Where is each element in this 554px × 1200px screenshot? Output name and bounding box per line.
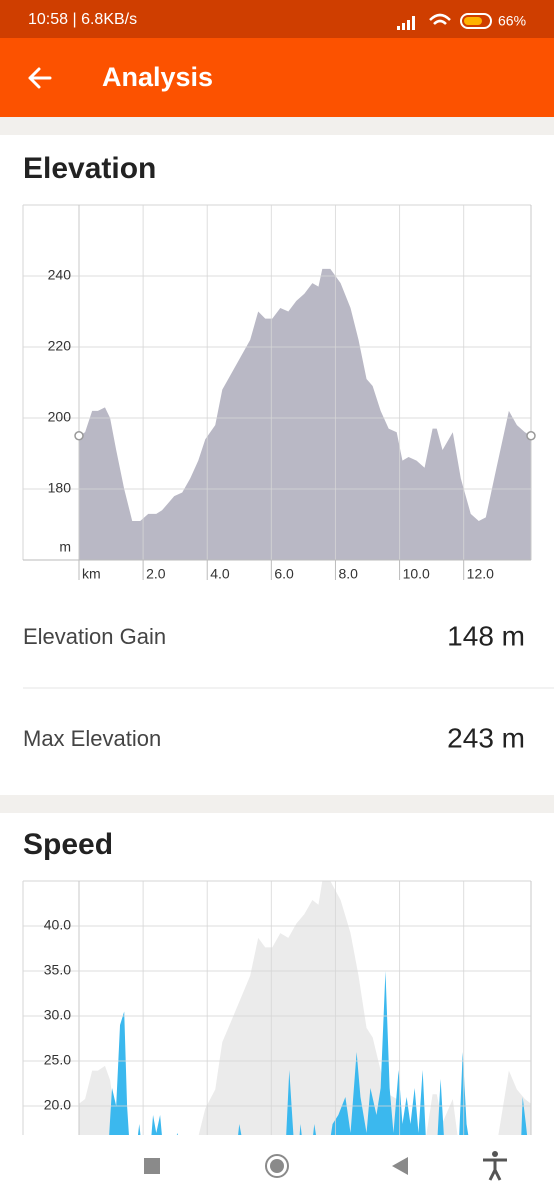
- status-time: 10:58 | 6.8KB/s: [28, 11, 137, 28]
- stat-label: Elevation Gain: [23, 624, 166, 649]
- stat-label: Max Elevation: [23, 726, 161, 751]
- back-button[interactable]: [28, 67, 52, 89]
- x-unit-label: km: [82, 566, 101, 582]
- stat-value: 148 m: [447, 620, 525, 651]
- signal-icon: [397, 16, 415, 30]
- y-tick-label: 35.0: [44, 962, 71, 978]
- x-tick-label: 8.0: [338, 566, 358, 582]
- elevation-background: [79, 881, 531, 1200]
- area: [79, 971, 531, 1151]
- x-tick-label: 10.0: [403, 566, 430, 582]
- range-handle[interactable]: [74, 431, 84, 441]
- y-tick-label: 220: [48, 338, 72, 354]
- x-tick-label: 12.0: [467, 566, 494, 582]
- x-tick-label: 2.0: [146, 566, 166, 582]
- home-dot: [270, 1159, 284, 1173]
- recents-button[interactable]: [144, 1158, 160, 1174]
- y-tick-label: 240: [48, 267, 72, 283]
- accessibility-button[interactable]: [483, 1151, 507, 1181]
- x-tick-label: 6.0: [274, 566, 294, 582]
- y-tick-label: 25.0: [44, 1052, 71, 1068]
- back-nav-button[interactable]: [392, 1157, 408, 1175]
- section-title: Elevation: [23, 152, 156, 185]
- range-handle[interactable]: [526, 431, 536, 441]
- app-bar-title: Analysis: [102, 62, 213, 92]
- area: [79, 268, 531, 560]
- home-button[interactable]: [265, 1154, 289, 1178]
- battery-text: 66%: [498, 13, 526, 29]
- separator: [0, 117, 554, 135]
- y-unit-label: m: [59, 539, 71, 555]
- x-tick-label: 4.0: [210, 566, 230, 582]
- y-tick-label: 40.0: [44, 917, 71, 933]
- charts: 180 200 220 240 2.0 4.0 6.0 8.0 10.0 12.0 kmm 20.0 2…: [22, 204, 536, 1200]
- y-tick-label: 200: [48, 409, 72, 425]
- section-title: Speed: [23, 828, 113, 861]
- y-tick-label: 30.0: [44, 1007, 71, 1023]
- battery-level: [464, 17, 482, 25]
- battery-icon: [460, 13, 492, 29]
- y-tick-label: 20.0: [44, 1097, 71, 1113]
- app-bar: [0, 38, 554, 117]
- stat-value: 243 m: [447, 722, 525, 753]
- separator: [0, 795, 554, 813]
- nav-bar: [0, 1135, 554, 1200]
- wifi-icon: [429, 13, 451, 25]
- y-tick-label: 180: [48, 480, 72, 496]
